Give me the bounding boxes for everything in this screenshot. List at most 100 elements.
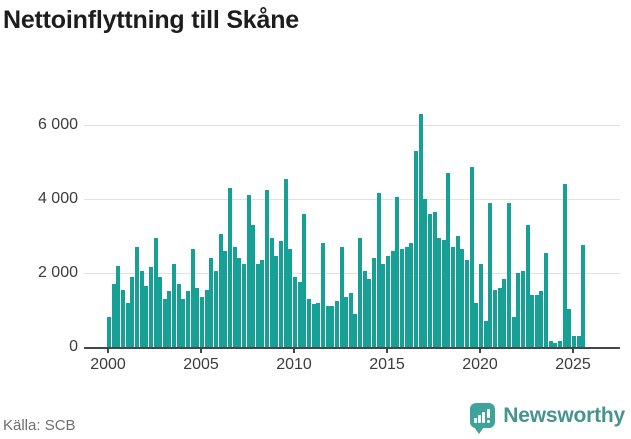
logo-exclamation-icon xyxy=(487,420,491,423)
bar xyxy=(232,247,237,347)
bar xyxy=(492,289,497,347)
bar xyxy=(302,213,307,347)
bar xyxy=(213,271,218,347)
bar xyxy=(158,276,163,347)
bar xyxy=(511,317,516,347)
bar xyxy=(116,265,121,347)
logo-bar-icon xyxy=(482,412,486,423)
bar xyxy=(395,197,400,347)
brand-name: Newsworthy xyxy=(503,403,625,427)
bar xyxy=(120,289,125,347)
bar xyxy=(460,248,465,347)
bar xyxy=(325,306,330,347)
bar xyxy=(437,237,442,347)
gridline xyxy=(84,272,620,274)
bar xyxy=(404,247,409,347)
bar xyxy=(204,289,209,347)
bar xyxy=(548,341,553,347)
bar xyxy=(293,276,297,347)
bar xyxy=(320,243,325,347)
bar xyxy=(255,263,260,347)
bar xyxy=(246,195,251,347)
x-tick-label: 2010 xyxy=(276,356,312,373)
gridline xyxy=(84,124,620,126)
bar xyxy=(162,298,167,347)
bar xyxy=(581,245,586,347)
axis-tick xyxy=(572,347,574,353)
bar xyxy=(562,184,567,347)
y-tick-label: 6 000 xyxy=(37,115,78,133)
logo-bar-icon xyxy=(478,415,482,423)
bar xyxy=(353,313,358,347)
bar xyxy=(107,317,111,347)
bar xyxy=(520,271,525,347)
bar xyxy=(209,258,214,347)
bar xyxy=(348,293,353,347)
bar xyxy=(190,248,195,347)
bar xyxy=(367,278,372,347)
bar xyxy=(358,237,363,347)
bar xyxy=(130,276,135,347)
bar xyxy=(567,308,572,347)
bar xyxy=(446,172,451,347)
bar xyxy=(241,263,246,347)
bar xyxy=(390,250,395,347)
bar xyxy=(311,304,316,347)
bar xyxy=(344,297,349,347)
bar xyxy=(148,267,153,347)
bar xyxy=(274,256,279,347)
bar xyxy=(432,211,437,347)
bar xyxy=(506,203,511,347)
bar xyxy=(223,250,228,347)
bar xyxy=(381,263,386,347)
bar xyxy=(372,258,377,347)
bar xyxy=(181,298,186,347)
bar xyxy=(525,224,530,347)
bar xyxy=(362,271,367,347)
x-tick-label: 2020 xyxy=(462,356,498,373)
bar xyxy=(186,291,191,347)
bar xyxy=(134,247,139,347)
bar xyxy=(125,302,130,347)
bar xyxy=(427,213,432,347)
bar xyxy=(144,285,149,347)
axis-tick xyxy=(479,347,481,353)
bar xyxy=(227,187,232,347)
bar xyxy=(386,256,390,347)
x-tick-label: 2015 xyxy=(369,356,405,373)
newsworthy-bubble-icon xyxy=(470,403,496,434)
bar xyxy=(502,278,507,347)
bar xyxy=(455,235,460,347)
bar-chart-plot-area xyxy=(84,110,620,353)
bar xyxy=(553,343,558,347)
bar xyxy=(534,295,539,347)
axis-tick xyxy=(107,347,109,353)
bar xyxy=(297,282,302,347)
bar xyxy=(288,248,293,347)
gridline xyxy=(84,198,620,200)
bar xyxy=(176,284,181,347)
bar xyxy=(474,302,479,347)
bar xyxy=(195,287,200,347)
x-tick-label: 2000 xyxy=(90,356,126,373)
source-note: Källa: SCB xyxy=(3,417,76,434)
bar xyxy=(465,259,470,347)
bar xyxy=(572,335,576,347)
bar xyxy=(316,302,321,347)
bar xyxy=(479,263,483,347)
logo-exclamation-icon xyxy=(487,409,491,418)
x-tick-label: 2005 xyxy=(183,356,219,373)
y-tick-label: 4 000 xyxy=(37,189,78,207)
bar xyxy=(306,298,311,347)
bar xyxy=(539,291,544,347)
bar xyxy=(251,224,256,347)
logo-bar-icon xyxy=(474,418,478,423)
bar xyxy=(530,295,535,347)
bar xyxy=(269,237,274,347)
bar xyxy=(516,272,521,347)
newsworthy-logo[interactable]: Newsworthy xyxy=(470,403,625,434)
bar xyxy=(339,247,344,347)
bar xyxy=(423,198,428,347)
bar xyxy=(260,259,265,347)
bar xyxy=(451,247,456,347)
